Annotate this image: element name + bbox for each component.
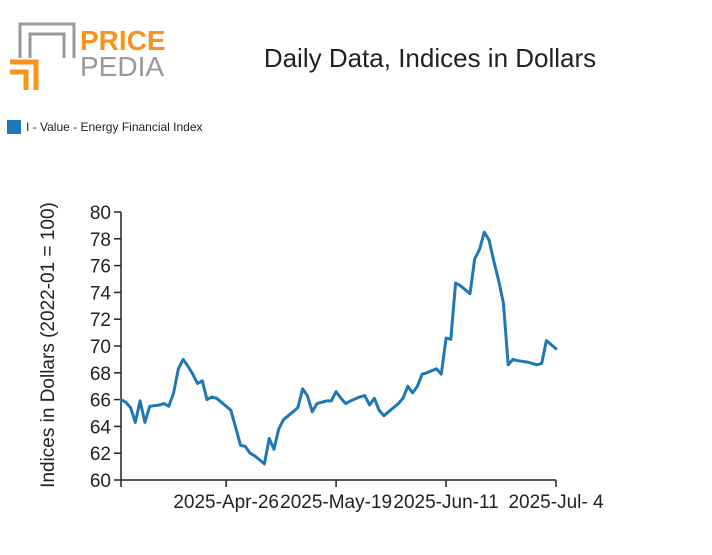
x-tick-label: 2025-May-19 [280,492,392,513]
chart-title: Daily Data, Indices in Dollars [264,43,596,73]
axes: 60 62 64 66 68 70 72 74 76 78 80 2025-Apr-26 2025-Ma… [90,203,604,513]
logo-mark-orange [10,59,39,90]
legend-label: I - Value - Energy Financial Index [26,120,203,134]
y-tick-label: 70 [90,337,111,358]
y-tick-label: 76 [90,257,111,278]
plot-area [119,230,558,466]
logo-price-text: PRICE [80,25,166,56]
y-tick-label: 62 [90,444,111,465]
series-line-0 [119,230,558,466]
y-tick-label: 60 [90,471,111,492]
y-tick-label: 66 [90,391,111,412]
logo-frame-gray [18,22,76,58]
y-axis-label: Indices in Dollars (2022-01 = 100) [38,202,59,488]
y-tick-label: 68 [90,364,111,385]
legend-swatch [7,120,21,134]
logo-frame-gray-inner [28,32,66,58]
y-tick-label: 64 [90,417,112,438]
y-tick-label: 78 [90,230,111,251]
x-tick-label: 2025-Jul- 4 [508,492,603,513]
x-tick-label: 2025-Jun-11 [393,492,498,513]
y-tick-label: 80 [90,203,111,224]
y-tick-label: 74 [90,283,112,304]
legend[interactable]: I - Value - Energy Financial Index [7,120,203,134]
logo-pedia-text: PEDIA [80,51,164,82]
y-tick-label: 72 [90,310,111,331]
x-tick-label: 2025-Apr-26 [173,492,279,513]
pricepedia-logo[interactable]: PRICE PEDIA [10,22,166,90]
